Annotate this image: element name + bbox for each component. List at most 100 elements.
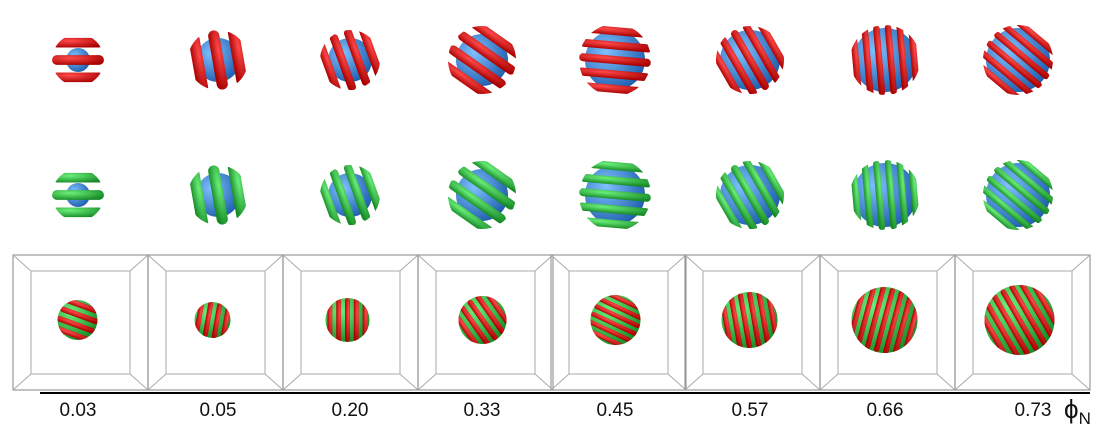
stripe bbox=[227, 161, 248, 222]
stripe bbox=[884, 24, 897, 95]
stripe bbox=[448, 180, 506, 224]
stripe bbox=[590, 311, 637, 336]
axis-label: ϕN bbox=[1064, 394, 1091, 428]
stripe bbox=[597, 296, 644, 321]
stripe bbox=[719, 171, 758, 232]
box-inner bbox=[435, 270, 536, 375]
stripes bbox=[974, 274, 1065, 366]
column: 0.57 bbox=[684, 16, 821, 421]
box-edge bbox=[819, 254, 839, 272]
stripe bbox=[728, 294, 743, 351]
box-edge bbox=[667, 254, 687, 272]
stripe bbox=[52, 190, 104, 200]
box-edge bbox=[282, 373, 302, 391]
stripe bbox=[52, 37, 104, 48]
stripe bbox=[731, 30, 769, 90]
column-label: 0.66 bbox=[867, 400, 904, 421]
box-outer bbox=[417, 254, 554, 391]
core bbox=[194, 302, 231, 338]
stripe bbox=[1017, 279, 1056, 341]
box-edge bbox=[1071, 373, 1091, 391]
stripe bbox=[336, 298, 342, 342]
stripes bbox=[52, 172, 104, 218]
stripe bbox=[188, 33, 209, 94]
stripe bbox=[193, 299, 205, 336]
stripe bbox=[587, 319, 634, 344]
stripe bbox=[861, 161, 874, 232]
box-edge bbox=[129, 254, 149, 272]
stripe bbox=[594, 304, 641, 329]
box-edge bbox=[417, 254, 437, 272]
stripe bbox=[438, 194, 497, 238]
box-edge bbox=[147, 254, 167, 272]
stripe bbox=[986, 175, 1042, 224]
stripe bbox=[1000, 289, 1039, 351]
stripe bbox=[884, 159, 897, 230]
core bbox=[986, 163, 1050, 227]
stripe bbox=[315, 39, 342, 97]
box-edge bbox=[801, 254, 821, 272]
stripe bbox=[873, 25, 886, 96]
box-edge bbox=[819, 373, 839, 391]
stripe bbox=[581, 24, 654, 39]
stripe bbox=[329, 169, 356, 227]
column: 0.05 bbox=[147, 26, 284, 421]
core bbox=[456, 34, 508, 86]
stripes bbox=[315, 23, 385, 97]
stripe bbox=[979, 184, 1035, 233]
core bbox=[590, 295, 641, 345]
column: 0.66 bbox=[819, 22, 956, 421]
stripe bbox=[329, 34, 356, 92]
stripe bbox=[1009, 13, 1065, 62]
stripe bbox=[737, 293, 752, 349]
box-edge bbox=[550, 254, 570, 272]
stripe bbox=[208, 30, 228, 90]
box-edge bbox=[534, 373, 554, 391]
box-edge bbox=[684, 254, 704, 272]
box-edge bbox=[667, 373, 687, 391]
stripes bbox=[719, 288, 780, 352]
stripe bbox=[52, 55, 104, 65]
stripe bbox=[742, 158, 781, 219]
column-label: 0.05 bbox=[200, 400, 237, 421]
column: 0.33 bbox=[417, 17, 554, 421]
stripe bbox=[994, 166, 1050, 215]
stripe bbox=[583, 326, 630, 351]
box-edge bbox=[129, 373, 149, 391]
stripe bbox=[861, 26, 874, 97]
box-inner bbox=[972, 270, 1073, 375]
box-edge bbox=[12, 254, 32, 272]
box-edge bbox=[417, 373, 437, 391]
stripe bbox=[896, 158, 909, 229]
stripe bbox=[1009, 284, 1048, 346]
stripe bbox=[467, 299, 498, 341]
box-inner bbox=[165, 270, 266, 375]
stripe bbox=[208, 165, 228, 225]
stripe bbox=[52, 72, 104, 83]
stripe bbox=[707, 178, 746, 239]
stripe bbox=[873, 160, 886, 231]
box-outer bbox=[550, 254, 687, 391]
stripes bbox=[576, 159, 654, 231]
stripe bbox=[754, 151, 793, 212]
stripe bbox=[892, 292, 914, 357]
stripe bbox=[459, 305, 490, 346]
stripe bbox=[719, 36, 758, 97]
stripe bbox=[579, 188, 651, 202]
core bbox=[456, 169, 508, 221]
box-outer bbox=[954, 254, 1091, 391]
stripe bbox=[1009, 148, 1065, 197]
column-label: 0.73 bbox=[1015, 400, 1052, 421]
stripe bbox=[580, 38, 653, 53]
stripe bbox=[327, 298, 333, 342]
stripe bbox=[345, 298, 350, 342]
stripe bbox=[467, 152, 526, 196]
column: 0.20 bbox=[282, 23, 419, 421]
box-inner bbox=[702, 270, 803, 375]
stripes bbox=[971, 148, 1065, 242]
stripe bbox=[358, 23, 385, 81]
stripe bbox=[202, 301, 214, 337]
stripe bbox=[855, 283, 877, 348]
stripes bbox=[52, 37, 104, 83]
column-label: 0.57 bbox=[732, 400, 769, 421]
